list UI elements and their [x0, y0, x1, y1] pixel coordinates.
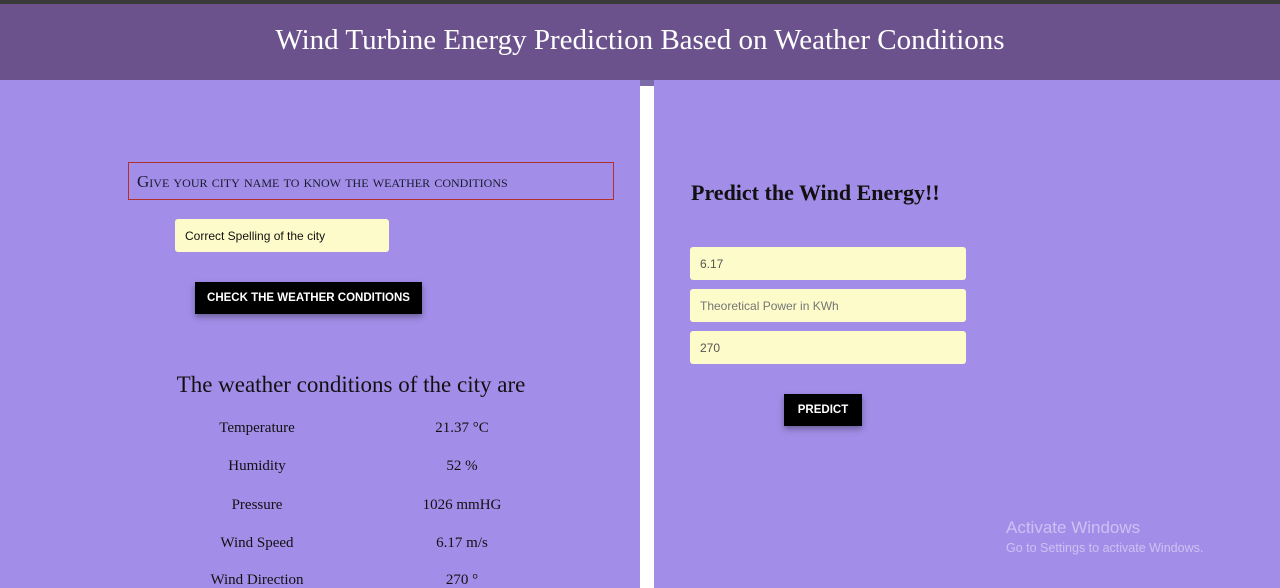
page-header: Wind Turbine Energy Prediction Based on … — [0, 4, 1280, 80]
wind-direction-input[interactable] — [690, 331, 966, 364]
condition-value: 6.17 m/s — [436, 535, 488, 551]
city-input[interactable] — [175, 219, 389, 252]
condition-row-wind-speed: Wind Speed 6.17 m/s — [0, 535, 640, 559]
condition-row-wind-direction: Wind Direction 270 ° — [0, 572, 640, 588]
condition-row-pressure: Pressure 1026 mmHG — [0, 497, 640, 521]
predict-button[interactable]: PREDICT — [784, 394, 862, 426]
divider-cap — [640, 80, 654, 86]
condition-value: 1026 mmHG — [422, 497, 502, 513]
condition-value: 270 ° — [445, 572, 479, 588]
condition-value: 52 % — [446, 458, 478, 474]
city-prompt-heading: Give your city name to know the weather … — [128, 162, 614, 200]
activate-windows-watermark: Activate Windows Go to Settings to activ… — [1006, 518, 1203, 555]
condition-row-temperature: Temperature 21.37 °C — [0, 420, 640, 444]
condition-label: Humidity — [228, 458, 286, 474]
watermark-subtitle: Go to Settings to activate Windows. — [1006, 541, 1204, 555]
condition-value: 21.37 °C — [435, 420, 489, 436]
panel-divider — [640, 86, 654, 588]
weather-panel — [0, 80, 640, 588]
watermark-title: Activate Windows — [1006, 518, 1141, 537]
condition-label: Wind Direction — [210, 572, 304, 588]
theoretical-power-input[interactable] — [690, 289, 966, 322]
wind-speed-input[interactable] — [690, 247, 966, 280]
check-weather-button[interactable]: CHECK THE WEATHER CONDITIONS — [195, 282, 422, 314]
conditions-title: The weather conditions of the city are — [176, 372, 526, 397]
page-title: Wind Turbine Energy Prediction Based on … — [275, 24, 1005, 56]
condition-label: Wind Speed — [220, 535, 294, 551]
condition-row-humidity: Humidity 52 % — [0, 458, 640, 482]
condition-label: Pressure — [231, 497, 283, 513]
top-border — [0, 0, 1280, 4]
predict-heading: Predict the Wind Energy!! — [691, 180, 940, 205]
condition-label: Temperature — [219, 420, 295, 436]
